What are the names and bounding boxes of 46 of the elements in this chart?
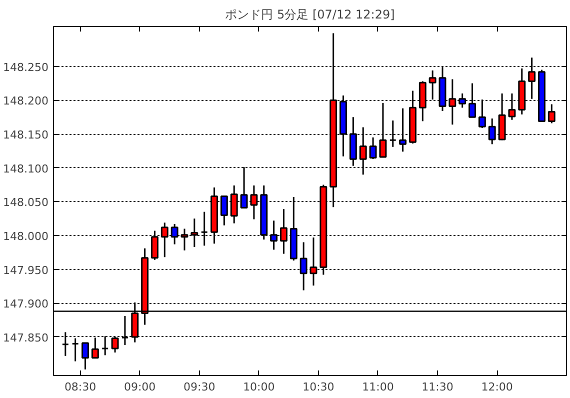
candlestick (428, 70, 436, 100)
candlestick (399, 108, 407, 152)
y-tick-label: 147.950 (3, 264, 49, 277)
candlestick (150, 230, 158, 261)
x-tick-label: 10:30 (302, 380, 334, 394)
candlestick (508, 92, 516, 121)
x-tick-label: 08:30 (64, 380, 96, 394)
candlestick (300, 242, 308, 292)
candlestick (170, 223, 178, 246)
candlestick (548, 104, 556, 124)
candlestick (379, 102, 387, 158)
candlestick (488, 118, 496, 145)
y-tick-label: 148.250 (3, 60, 49, 74)
candlestick (220, 196, 228, 226)
candlestick (190, 218, 198, 248)
candlestick (82, 342, 89, 370)
candlestick (448, 78, 456, 126)
y-tick-label: 147.900 (3, 298, 49, 311)
candlestick (458, 92, 466, 108)
candlestick (230, 184, 238, 224)
candlestick (389, 120, 397, 148)
x-tick-label: 09:30 (184, 380, 216, 394)
y-tick-label: 148.000 (3, 230, 49, 243)
candlestick (369, 136, 377, 160)
candlestick (200, 211, 208, 246)
x-tick-label: 10:00 (243, 380, 275, 394)
candlestick (280, 208, 288, 255)
candlestick (240, 166, 248, 209)
candlestick (160, 222, 168, 258)
candlestick (250, 184, 258, 220)
candlestick (468, 82, 476, 118)
y-tick-label: 148.100 (3, 162, 49, 176)
y-tick-label: 148.150 (3, 128, 49, 142)
y-tick-label: 147.850 (3, 331, 49, 344)
x-tick-label: 09:00 (124, 380, 156, 394)
candlestick (180, 228, 188, 252)
chart-title: ポンド円 5分足 [07/12 12:29] (225, 8, 395, 22)
y-tick-label: 148.200 (3, 94, 49, 108)
candlestick (270, 220, 278, 250)
x-tick-label: 12:00 (481, 380, 513, 394)
candlestick (359, 126, 367, 176)
x-tick-label: 11:30 (422, 380, 454, 394)
y-tick-label: 148.050 (3, 196, 49, 210)
candlestick (478, 98, 486, 129)
candlestick (310, 236, 318, 286)
x-tick-label: 11:00 (362, 380, 394, 394)
